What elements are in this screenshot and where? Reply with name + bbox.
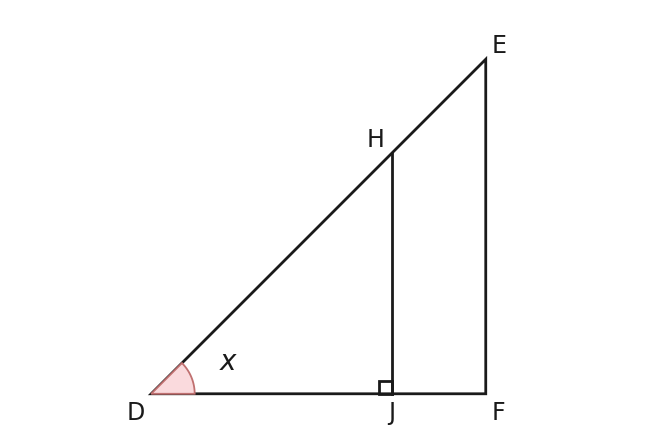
Text: x: x xyxy=(219,348,236,376)
Polygon shape xyxy=(151,363,194,394)
Bar xyxy=(379,381,392,394)
Text: J: J xyxy=(389,401,396,425)
Text: F: F xyxy=(492,401,506,425)
Text: E: E xyxy=(491,34,506,58)
Text: D: D xyxy=(127,401,145,425)
Text: H: H xyxy=(367,128,385,152)
